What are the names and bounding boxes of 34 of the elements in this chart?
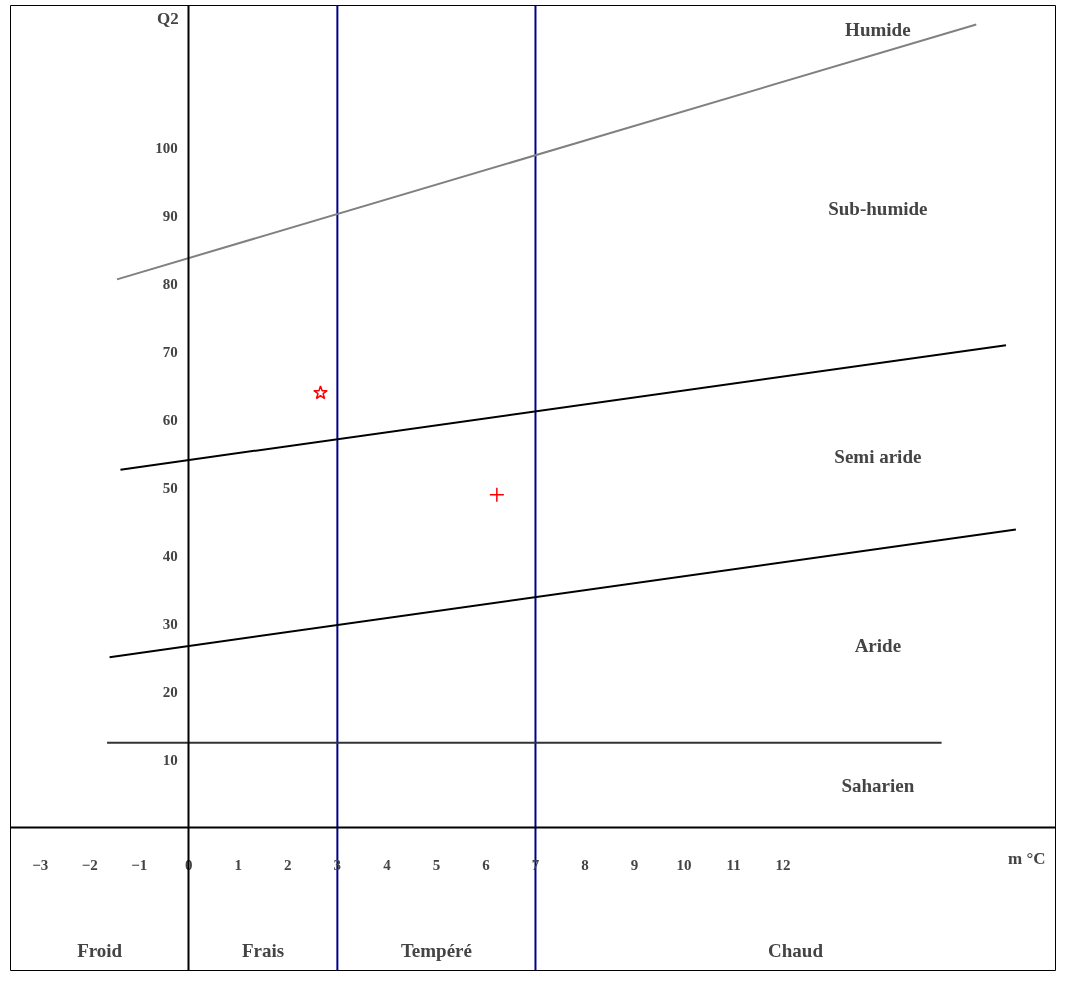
- x-tick-label: 4: [383, 856, 392, 873]
- y-tick-label: 90: [162, 208, 178, 225]
- annotation: Saharien: [841, 774, 915, 796]
- y-tick-label: 70: [162, 344, 178, 361]
- annotation: Chaud: [768, 940, 824, 961]
- annotation: Sub-humide: [828, 198, 928, 219]
- annotation: Froid: [77, 940, 123, 961]
- y-tick-label: 50: [162, 480, 178, 496]
- y-tick-label: 10: [162, 751, 178, 768]
- x-tick-label: −3: [32, 856, 49, 873]
- y-tick-label: 60: [162, 412, 178, 429]
- annotation: Frais: [241, 940, 285, 961]
- y-tick-label: 20: [162, 683, 178, 700]
- x-tick-label: 11: [726, 856, 741, 873]
- y-tick-label: 80: [162, 276, 178, 293]
- x-tick-label: −2: [81, 856, 98, 873]
- annotation: Semi aride: [834, 445, 922, 467]
- y-tick-label: 40: [162, 547, 178, 564]
- annotation: Tempéré: [400, 940, 472, 961]
- x-tick-label: 2: [284, 856, 292, 873]
- x-tick-label: 5: [432, 856, 441, 873]
- y-axis-title: Q2: [157, 8, 179, 28]
- x-tick-label: 9: [630, 856, 639, 873]
- x-tick-label: 12: [775, 856, 791, 873]
- x-tick-label: 6: [482, 856, 491, 873]
- x-tick-label: 10: [676, 856, 692, 873]
- x-tick-label: 1: [234, 856, 243, 873]
- x-tick-label: −1: [131, 856, 148, 873]
- annotation: Humide: [845, 19, 911, 41]
- annotation: Aride: [854, 635, 902, 657]
- x-tick-label: 8: [581, 856, 589, 873]
- x-axis-title: m °C: [1008, 848, 1046, 868]
- y-tick-label: 30: [162, 615, 178, 632]
- y-tick-label: 100: [155, 140, 178, 157]
